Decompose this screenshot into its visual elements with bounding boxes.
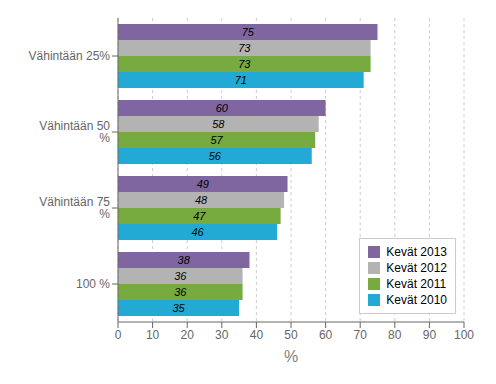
svg-text:36: 36 [174,270,187,282]
svg-text:100 %: 100 % [76,277,110,291]
svg-text:40: 40 [250,328,264,342]
svg-text:Vähintään 50%: Vähintään 50% [39,119,110,145]
svg-text:80: 80 [388,328,402,342]
svg-text:57: 57 [210,134,223,146]
svg-text:70: 70 [354,328,368,342]
svg-text:75: 75 [242,26,255,38]
svg-text:%: % [284,348,298,365]
svg-text:71: 71 [235,74,247,86]
svg-text:50: 50 [284,328,298,342]
svg-text:47: 47 [193,210,206,222]
svg-text:10: 10 [146,328,160,342]
svg-text:90: 90 [423,328,437,342]
svg-text:Vähintään 25%: Vähintään 25% [29,49,111,63]
svg-text:60: 60 [216,102,229,114]
svg-text:38: 38 [178,254,191,266]
svg-text:48: 48 [195,194,208,206]
html-text:Kevät 2013: Kevät 2013 [386,245,447,259]
svg-text:60: 60 [319,328,333,342]
svg-text:100: 100 [454,328,474,342]
svg-text:73: 73 [238,58,251,70]
html-text:Kevät 2011: Kevät 2011 [386,277,447,291]
svg-text:20: 20 [181,328,195,342]
svg-text:73: 73 [238,42,251,54]
svg-text:Vähintään 75%: Vähintään 75% [39,195,110,221]
html-text:Kevät 2010: Kevät 2010 [386,293,447,307]
svg-text:0: 0 [115,328,122,342]
svg-text:56: 56 [209,150,222,162]
svg-text:49: 49 [197,178,209,190]
svg-text:30: 30 [215,328,229,342]
html-text:Kevät 2012: Kevät 2012 [386,261,447,275]
svg-text:35: 35 [172,302,185,314]
svg-text:58: 58 [212,118,225,130]
svg-text:46: 46 [191,226,204,238]
svg-text:36: 36 [174,286,187,298]
